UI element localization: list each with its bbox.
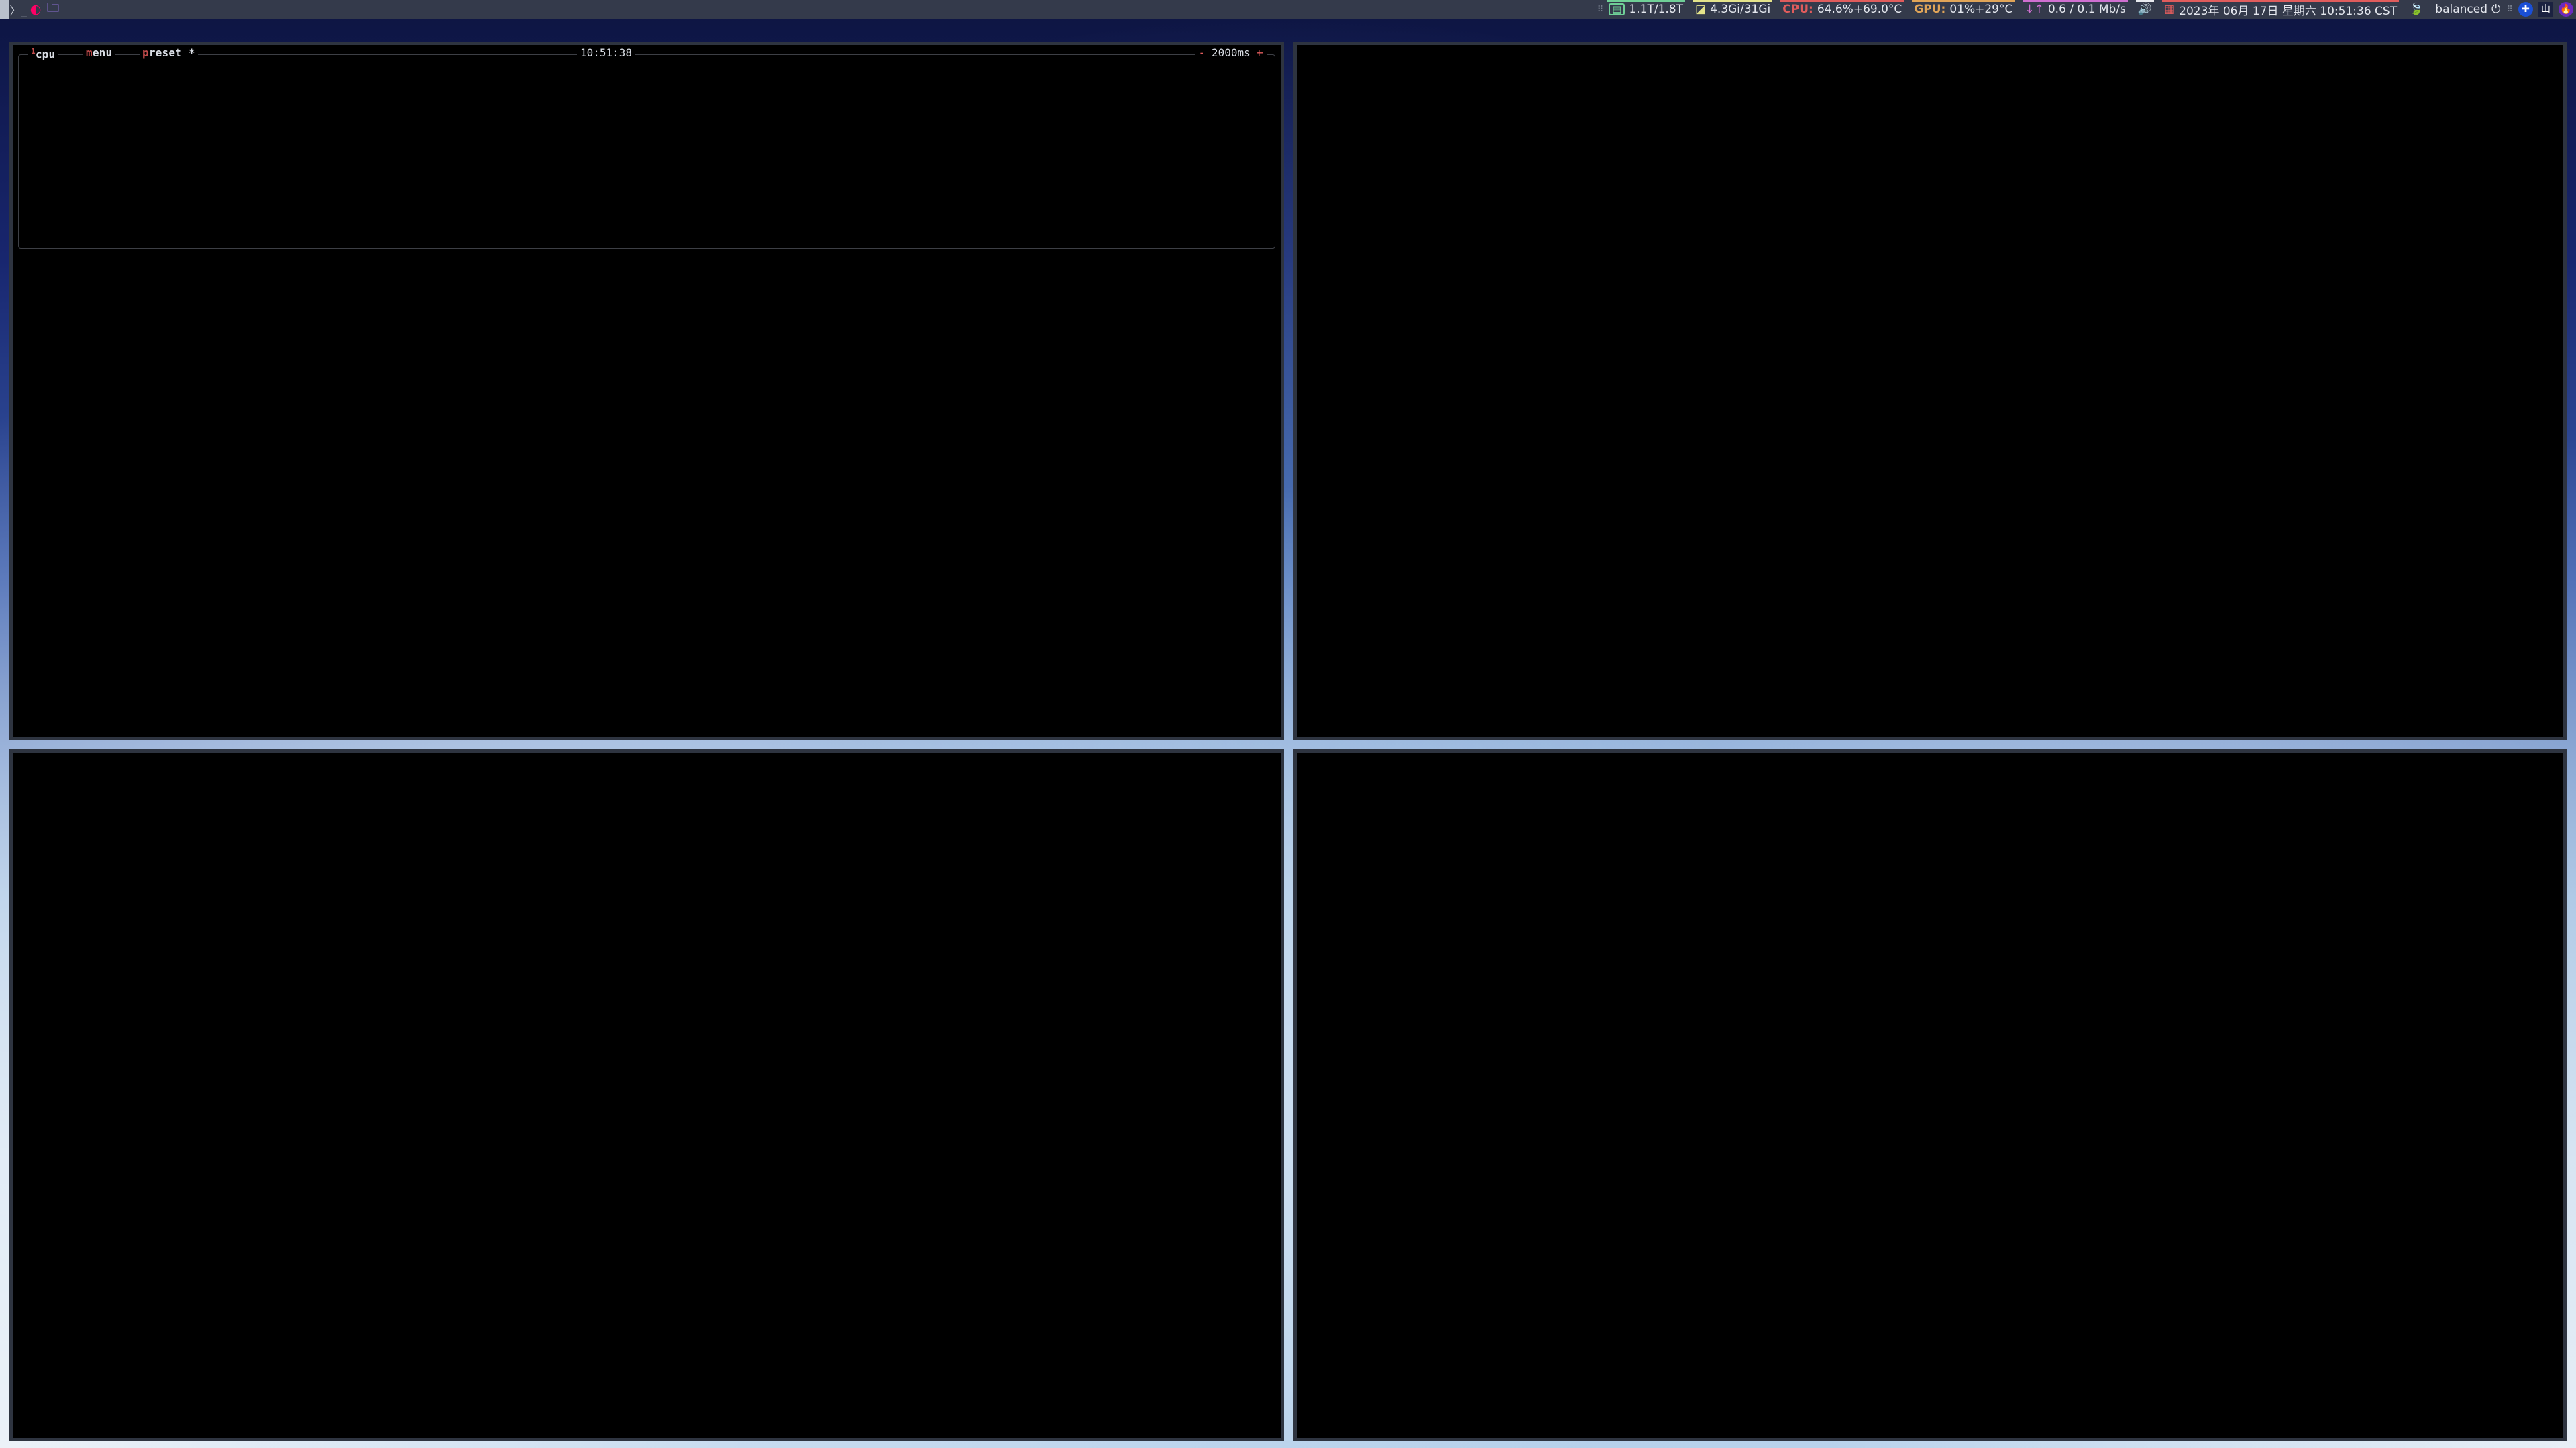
cpu-box-label: cpu [35,48,56,61]
calendar-icon: ▦ [2164,3,2176,16]
btop-window-frame-top-left: 1cpu menu preset * 10:51:38 - 2000ms + [9,42,1284,740]
disk-icon: ▤ [1609,3,1625,15]
btop-panel-bottom-left[interactable] [13,753,1281,1438]
network-module[interactable]: ↓↑ 0.6 / 0.1 Mb/s [2019,0,2132,19]
top-status-bar[interactable]: 〉_ ◐ 🗀 ⠿ ▤ 1.1T/1.8T ◪ 4.3Gi/31Gi CPU: 6… [0,0,2576,19]
gpu-value: 01%+29°C [1949,3,2013,16]
disk-module[interactable]: ▤ 1.1T/1.8T [1603,0,1689,19]
bluetooth-icon[interactable]: ✚ [2518,2,2533,17]
terminal-icon[interactable]: 〉_ [9,4,27,18]
leaf-module[interactable]: 🍃 [2403,0,2429,19]
cpu-update-interval[interactable]: - 2000ms + [1195,48,1267,58]
opera-icon[interactable]: ◐ [30,2,42,17]
power-profile-label: balanced [2435,3,2488,16]
cpu-box-hotkey: 1 [31,47,36,56]
speaker-icon: 🔊 [2137,3,2153,16]
cpu-menu-button[interactable]: menu [83,48,115,58]
panel-dots-separator: ⠿ [1597,4,1603,15]
btop-window-frame-bottom-left [9,749,1284,1441]
power-profile-module[interactable]: balanced ⏻ [2429,0,2506,19]
memory-value: 4.3Gi/31Gi [1710,3,1771,16]
cpu-clock: 10:51:38 [577,48,636,58]
btop-panel-top-right[interactable] [1297,45,2563,737]
gpu-label: GPU: [1914,3,1946,16]
memory-icon: ◪ [1695,3,1707,16]
leaf-icon: 🍃 [2409,3,2424,16]
cpu-box-title[interactable]: 1cpu [28,48,58,60]
memory-module[interactable]: ◪ 4.3Gi/31Gi [1689,0,1776,19]
folder-icon[interactable]: 🗀 [46,1,60,15]
btop-panel-bottom-right[interactable] [1297,753,2563,1438]
btop-window-frame-top-right [1293,42,2567,740]
btop-window-frame-bottom-right [1293,749,2567,1441]
firefox-icon[interactable]: 🔥 [2559,2,2573,17]
btop-panel-top-left[interactable]: 1cpu menu preset * 10:51:38 - 2000ms + [13,45,1281,737]
tray-area[interactable]: ✚ 山 🔥 [2512,0,2576,19]
clock-module[interactable]: ▦ 2023年 06月 17日 星期六 10:51:36 CST [2158,0,2403,19]
net-value: 0.6 / 0.1 Mb/s [2047,3,2126,16]
tray-dots-separator: ⠿ [2506,4,2512,15]
net-arrows-icon: ↓↑ [2025,3,2044,16]
disk-value: 1.1T/1.8T [1629,3,1684,16]
power-icon: ⏻ [2491,3,2501,16]
cpu-value: 64.6%+69.0°C [1817,3,1902,16]
gpu-module[interactable]: GPU: 01%+29°C [1908,0,2019,19]
volume-module[interactable]: 🔊 [2132,0,2158,19]
clock-value: 2023年 06月 17日 星期六 10:51:36 CST [2179,4,2398,18]
fcitx-icon[interactable]: 山 [2538,2,2553,17]
cpu-preset-button[interactable]: preset * [140,48,198,58]
cpu-box[interactable]: 1cpu menu preset * 10:51:38 - 2000ms + [18,48,1275,249]
cpu-module[interactable]: CPU: 64.6%+69.0°C [1776,0,1908,19]
workspace-indicator[interactable] [0,0,9,19]
cpu-label: CPU: [1782,3,1813,16]
